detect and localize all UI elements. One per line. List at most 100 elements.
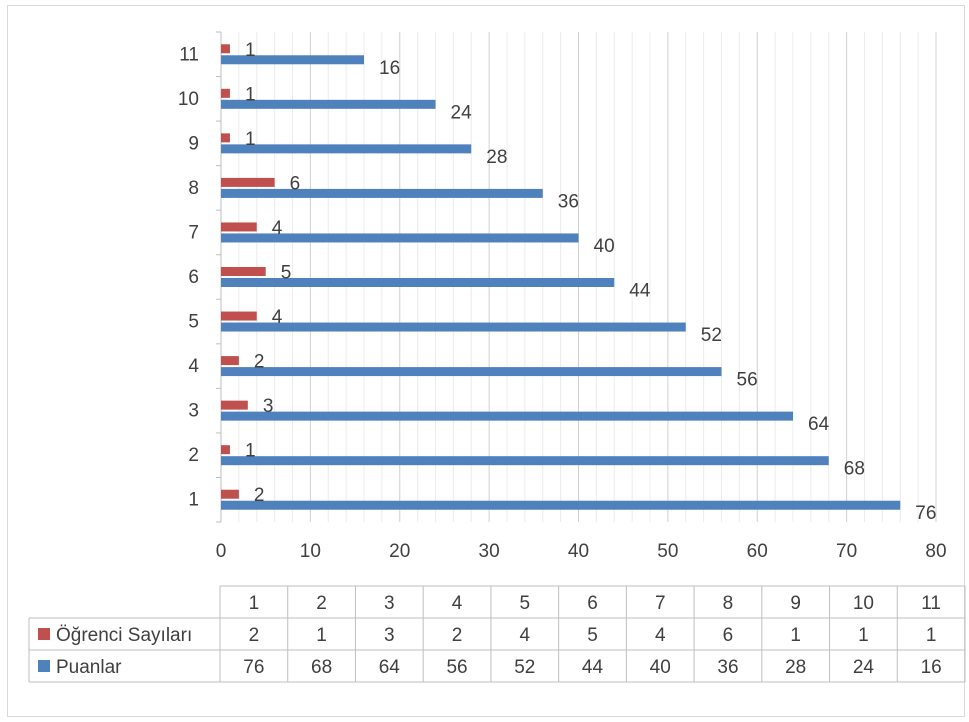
bar-puanlar <box>221 233 579 243</box>
bar-puanlar <box>221 367 722 377</box>
y-tick-label: 7 <box>188 222 199 243</box>
table-header-cell: 2 <box>316 593 327 614</box>
bar-ogrenci-sayilari <box>221 489 239 499</box>
data-label-ogrenci-sayilari: 1 <box>245 441 256 462</box>
data-label-ogrenci-sayilari: 4 <box>272 307 283 328</box>
legend-label: Puanlar <box>56 657 122 678</box>
table-header-cell: 11 <box>921 593 941 614</box>
x-tick-label: 0 <box>216 541 227 562</box>
table-header-cell: 8 <box>723 593 734 614</box>
bar-ogrenci-sayilari <box>221 400 248 410</box>
x-tick-label: 20 <box>389 541 410 562</box>
table-value-cell: 36 <box>717 657 738 678</box>
table-header-cell: 7 <box>655 593 666 614</box>
x-tick-label: 30 <box>479 541 500 562</box>
data-label-puanlar: 40 <box>594 236 615 257</box>
bar-puanlar <box>221 144 472 154</box>
bar-ogrenci-sayilari <box>221 311 257 321</box>
table-value-cell: 1 <box>926 625 937 646</box>
table-value-cell: 24 <box>853 657 875 678</box>
y-tick-label: 1 <box>188 490 199 511</box>
data-label-ogrenci-sayilari: 5 <box>281 263 292 284</box>
data-label-ogrenci-sayilari: 1 <box>245 84 256 105</box>
table-value-cell: 2 <box>452 625 463 646</box>
table-value-cell: 40 <box>650 657 671 678</box>
y-tick-label: 6 <box>188 267 199 288</box>
bar-puanlar <box>221 500 901 510</box>
data-label-puanlar: 56 <box>737 370 758 391</box>
data-label-ogrenci-sayilari: 1 <box>245 40 256 61</box>
y-tick-label: 4 <box>188 356 199 377</box>
table-header-cell: 5 <box>519 593 530 614</box>
bar-ogrenci-sayilari <box>221 177 275 187</box>
table-value-cell: 6 <box>723 625 734 646</box>
table-value-cell: 68 <box>311 657 332 678</box>
table-header-cell: 10 <box>853 593 874 614</box>
data-label-ogrenci-sayilari: 4 <box>272 218 283 239</box>
y-tick-label: 11 <box>179 44 199 65</box>
chart-frame <box>7 5 965 717</box>
data-label-puanlar: 76 <box>915 503 936 524</box>
table-value-cell: 52 <box>514 657 535 678</box>
y-tick-label: 9 <box>188 133 199 154</box>
data-label-puanlar: 24 <box>451 102 473 123</box>
bar-puanlar <box>221 55 364 65</box>
bar-puanlar <box>221 278 615 287</box>
legend-label: Öğrenci Sayıları <box>56 625 192 646</box>
data-label-puanlar: 36 <box>558 191 579 212</box>
table-header-cell: 1 <box>249 593 260 614</box>
table-value-cell: 5 <box>587 625 598 646</box>
bar-ogrenci-sayilari <box>221 356 239 366</box>
y-tick-label: 3 <box>188 401 199 422</box>
x-tick-label: 10 <box>300 541 321 562</box>
bar-ogrenci-sayilari <box>221 44 230 54</box>
bar-puanlar <box>221 456 829 466</box>
x-tick-label: 50 <box>657 541 678 562</box>
table-value-cell: 44 <box>582 657 604 678</box>
y-tick-label: 2 <box>188 445 199 466</box>
legend-key-ogrenci-sayilari <box>38 628 50 640</box>
table-value-cell: 28 <box>785 657 806 678</box>
x-tick-label: 70 <box>836 541 857 562</box>
table-value-cell: 1 <box>316 625 327 646</box>
data-label-ogrenci-sayilari: 2 <box>254 352 265 373</box>
bar-ogrenci-sayilari <box>221 88 230 98</box>
data-label-puanlar: 28 <box>486 147 507 168</box>
x-tick-label: 80 <box>925 541 946 562</box>
bar-ogrenci-sayilari <box>221 445 230 455</box>
y-tick-label: 5 <box>188 312 199 333</box>
legend-key-puanlar <box>38 660 50 672</box>
table-header-cell: 3 <box>384 593 395 614</box>
data-label-puanlar: 64 <box>808 414 830 435</box>
table-header-cell: 4 <box>452 593 463 614</box>
table-value-cell: 56 <box>446 657 467 678</box>
bar-puanlar <box>221 322 686 332</box>
table-value-cell: 76 <box>243 657 264 678</box>
table-value-cell: 4 <box>655 625 666 646</box>
x-tick-label: 60 <box>747 541 768 562</box>
table-value-cell: 16 <box>921 657 942 678</box>
table-value-cell: 4 <box>519 625 530 646</box>
data-label-puanlar: 44 <box>629 281 651 302</box>
table-value-cell: 1 <box>790 625 801 646</box>
table-value-cell: 1 <box>858 625 869 646</box>
data-label-puanlar: 68 <box>844 459 865 480</box>
table-header-cell: 6 <box>587 593 598 614</box>
data-label-ogrenci-sayilari: 2 <box>254 485 265 506</box>
bar-ogrenci-sayilari <box>221 222 257 232</box>
bar-ogrenci-sayilari <box>221 133 230 143</box>
data-label-puanlar: 16 <box>379 58 400 79</box>
table-value-cell: 2 <box>249 625 260 646</box>
bar-puanlar <box>221 411 793 421</box>
y-tick-label: 8 <box>188 178 199 199</box>
data-label-ogrenci-sayilari: 6 <box>290 173 301 194</box>
data-label-ogrenci-sayilari: 3 <box>263 396 274 417</box>
y-tick-label: 10 <box>178 89 199 110</box>
table-value-cell: 64 <box>379 657 401 678</box>
bar-ogrenci-sayilari <box>221 267 266 276</box>
table-header-cell: 9 <box>790 593 801 614</box>
bar-puanlar <box>221 99 436 109</box>
x-tick-label: 40 <box>568 541 589 562</box>
bar-puanlar <box>221 188 543 198</box>
